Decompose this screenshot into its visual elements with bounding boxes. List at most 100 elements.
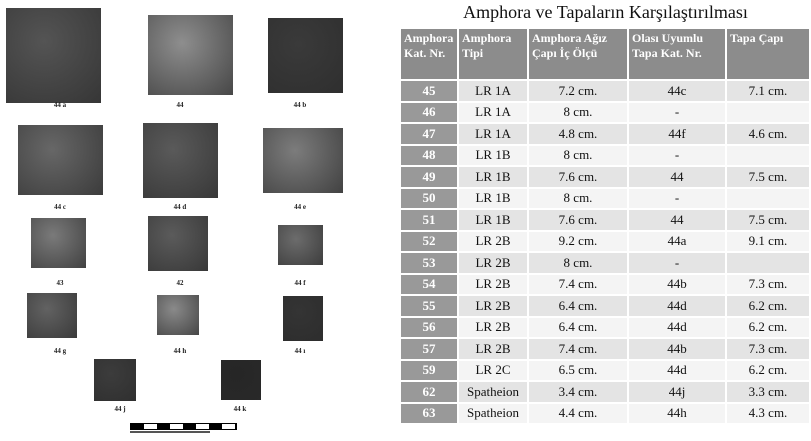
photo-label: 44 d (173, 203, 187, 211)
table-cell: 44c (629, 81, 725, 101)
stopper-photo (142, 122, 218, 198)
photo-label: 44 b (293, 101, 307, 109)
table-cell: 7.3 cm. (727, 339, 809, 359)
table-cell: 44j (629, 382, 725, 402)
table-cell: - (629, 253, 725, 273)
table-cell: 7.5 cm. (727, 210, 809, 230)
column-header: Amphora Ağız Çapı İç Ölçü (529, 29, 627, 79)
photo-label: 44 a (53, 101, 67, 109)
table-cell: 48 (401, 145, 457, 165)
table-cell: 55 (401, 296, 457, 316)
column-header: Olası Uyumlu Tapa Kat. Nr. (629, 29, 725, 79)
table-cell: - (629, 188, 725, 208)
stopper-photo (157, 295, 199, 335)
table-row: 62 Spatheion 3.4 cm. 44j 3.3 cm. (401, 382, 809, 402)
table-cell: 44f (629, 124, 725, 144)
table-row: 63 Spatheion 4.4 cm. 44h 4.3 cm. (401, 403, 809, 423)
table-cell (727, 102, 809, 122)
table-cell: 51 (401, 210, 457, 230)
stopper-photo (221, 360, 261, 400)
table-cell: 50 (401, 188, 457, 208)
table-cell: Spatheion (459, 403, 527, 423)
table-cell: Spatheion (459, 382, 527, 402)
column-header: Amphora Kat. Nr. (401, 29, 457, 79)
table-cell: 44b (629, 339, 725, 359)
table-row: 47 LR 1A 4.8 cm. 44f 4.6 cm. (401, 124, 809, 144)
table-cell: 44d (629, 296, 725, 316)
table-cell: 54 (401, 274, 457, 294)
table-cell: 8 cm. (529, 253, 627, 273)
table-cell: - (629, 145, 725, 165)
table-cell: 8 cm. (529, 145, 627, 165)
table-cell: 46 (401, 102, 457, 122)
column-header: Tapa Çapı (727, 29, 809, 79)
table-cell: 7.5 cm. (727, 167, 809, 187)
table-cell: LR 1B (459, 167, 527, 187)
table-cell: 52 (401, 231, 457, 251)
table-cell: 62 (401, 382, 457, 402)
table-row: 46 LR 1A 8 cm. - (401, 102, 809, 122)
table-title: Amphora ve Tapaların Karşılaştırılması (463, 2, 748, 22)
table-cell: 6.4 cm. (529, 317, 627, 337)
photo-label: 44 g (53, 347, 67, 355)
comparison-table: Amphora Kat. Nr. Amphora Tipi Amphora Ağız… (399, 27, 811, 425)
table-cell: 6.5 cm. (529, 360, 627, 380)
table-cell: 6.2 cm. (727, 317, 809, 337)
table-cell: LR 1A (459, 102, 527, 122)
table-cell: LR 2B (459, 231, 527, 251)
table-cell: 7.4 cm. (529, 274, 627, 294)
table-cell: 45 (401, 81, 457, 101)
table-cell: 63 (401, 403, 457, 423)
table-row: 59 LR 2C 6.5 cm. 44d 6.2 cm. (401, 360, 809, 380)
table-cell: LR 2B (459, 296, 527, 316)
table-cell: 6.4 cm. (529, 296, 627, 316)
table-cell: 47 (401, 124, 457, 144)
table-cell: 4.4 cm. (529, 403, 627, 423)
table-row: 50 LR 1B 8 cm. - (401, 188, 809, 208)
photo-label: 43 (56, 279, 64, 287)
table-cell: LR 1B (459, 188, 527, 208)
table-cell: 9.1 cm. (727, 231, 809, 251)
table-cell: 7.4 cm. (529, 339, 627, 359)
table-body: 45 LR 1A 7.2 cm. 44c 7.1 cm. 46 LR 1A 8 cm. -47 L… (401, 81, 809, 423)
table-cell (727, 188, 809, 208)
photo-label: 42 (176, 279, 184, 287)
scale-bar (130, 423, 237, 430)
table-row: 45 LR 1A 7.2 cm. 44c 7.1 cm. (401, 81, 809, 101)
photo-label: 44 ı (294, 347, 306, 355)
table-cell: - (629, 102, 725, 122)
scale-caption (130, 431, 210, 433)
table-cell: 44d (629, 317, 725, 337)
photo-label: 44 f (294, 279, 306, 287)
table-cell: 6.2 cm. (727, 360, 809, 380)
table-cell: LR 2B (459, 253, 527, 273)
table-row: 55 LR 2B 6.4 cm. 44d 6.2 cm. (401, 296, 809, 316)
header-row: Amphora Kat. Nr. Amphora Tipi Amphora Ağız… (401, 29, 809, 79)
table-cell: LR 2B (459, 317, 527, 337)
table-row: 52 LR 2B 9.2 cm. 44a 9.1 cm. (401, 231, 809, 251)
table-cell: 59 (401, 360, 457, 380)
stopper-photo (17, 125, 103, 195)
table-cell: 7.6 cm. (529, 167, 627, 187)
table-cell: LR 1A (459, 81, 527, 101)
table-cell: 44 (629, 167, 725, 187)
photo-label: 44 (176, 101, 184, 109)
table-cell (727, 253, 809, 273)
table-row: 56 LR 2B 6.4 cm. 44d 6.2 cm. (401, 317, 809, 337)
stopper-photo (148, 215, 208, 271)
stopper-photo (283, 295, 323, 341)
stopper-photo (27, 292, 77, 338)
stopper-photo (267, 17, 343, 93)
table-cell: 44h (629, 403, 725, 423)
table-cell: 3.4 cm. (529, 382, 627, 402)
photo-label: 44 c (54, 203, 66, 211)
table-cell: 49 (401, 167, 457, 187)
table-cell: LR 2C (459, 360, 527, 380)
stopper-photo (147, 15, 233, 95)
table-cell: 56 (401, 317, 457, 337)
table-row: 53 LR 2B 8 cm. - (401, 253, 809, 273)
photo-label: 44 e (294, 203, 306, 211)
table-cell: 8 cm. (529, 188, 627, 208)
table-row: 51 LR 1B 7.6 cm. 44 7.5 cm. (401, 210, 809, 230)
table-cell: 44 (629, 210, 725, 230)
